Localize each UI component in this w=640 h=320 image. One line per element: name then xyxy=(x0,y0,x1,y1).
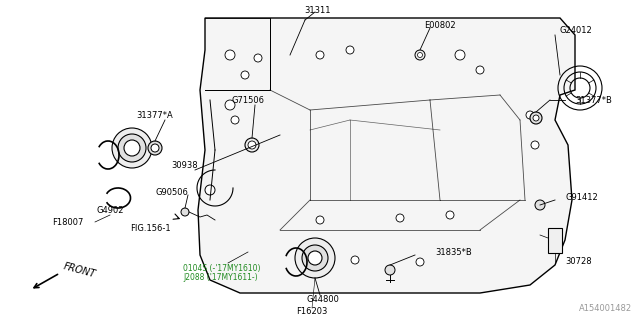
Text: G4902: G4902 xyxy=(96,205,124,214)
Circle shape xyxy=(254,54,262,62)
FancyBboxPatch shape xyxy=(548,228,562,253)
Text: A154001482: A154001482 xyxy=(579,304,632,313)
Circle shape xyxy=(245,138,259,152)
Circle shape xyxy=(346,46,354,54)
Text: G44800: G44800 xyxy=(307,294,339,303)
Text: FIG.156-1: FIG.156-1 xyxy=(130,223,170,233)
Text: 31377*B: 31377*B xyxy=(575,95,612,105)
Circle shape xyxy=(476,66,484,74)
Circle shape xyxy=(533,115,539,121)
Circle shape xyxy=(295,238,335,278)
Circle shape xyxy=(151,144,159,152)
Circle shape xyxy=(351,256,359,264)
Circle shape xyxy=(415,50,425,60)
Text: 31377*A: 31377*A xyxy=(136,110,173,119)
Text: G24012: G24012 xyxy=(559,26,593,35)
Circle shape xyxy=(181,208,189,216)
Text: 0104S (-'17MY1610): 0104S (-'17MY1610) xyxy=(183,263,260,273)
Circle shape xyxy=(530,112,542,124)
Circle shape xyxy=(316,51,324,59)
Circle shape xyxy=(526,111,534,119)
Circle shape xyxy=(455,50,465,60)
Circle shape xyxy=(308,251,322,265)
Circle shape xyxy=(535,200,545,210)
Circle shape xyxy=(225,100,235,110)
Text: 31311: 31311 xyxy=(305,5,332,14)
Circle shape xyxy=(148,141,162,155)
Text: G71506: G71506 xyxy=(232,95,264,105)
Circle shape xyxy=(231,116,239,124)
Circle shape xyxy=(205,185,215,195)
Circle shape xyxy=(417,52,422,58)
Text: FRONT: FRONT xyxy=(62,261,97,279)
Circle shape xyxy=(385,265,395,275)
Polygon shape xyxy=(198,18,575,293)
Text: 31835*B: 31835*B xyxy=(435,247,472,257)
Circle shape xyxy=(225,50,235,60)
Text: 30728: 30728 xyxy=(565,258,591,267)
Text: 30938: 30938 xyxy=(172,161,198,170)
Circle shape xyxy=(118,134,146,162)
Circle shape xyxy=(416,258,424,266)
Circle shape xyxy=(316,216,324,224)
Text: G91412: G91412 xyxy=(565,193,598,202)
Circle shape xyxy=(112,128,152,168)
Text: J2088 ('17MY1611-): J2088 ('17MY1611-) xyxy=(183,274,258,283)
Text: F18007: F18007 xyxy=(52,218,84,227)
Text: G90506: G90506 xyxy=(156,188,188,196)
Circle shape xyxy=(531,141,539,149)
Circle shape xyxy=(124,140,140,156)
Text: F16203: F16203 xyxy=(296,308,328,316)
Circle shape xyxy=(302,245,328,271)
Text: E00802: E00802 xyxy=(424,20,456,29)
Circle shape xyxy=(396,214,404,222)
Circle shape xyxy=(248,141,256,149)
Circle shape xyxy=(446,211,454,219)
Circle shape xyxy=(241,71,249,79)
